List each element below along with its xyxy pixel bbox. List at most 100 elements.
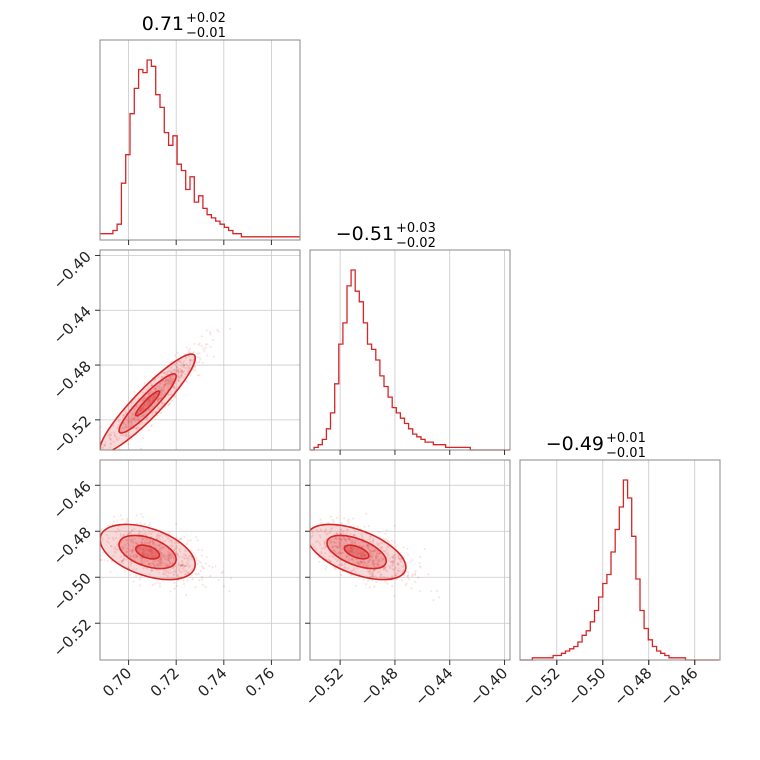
sample-point [154, 543, 157, 546]
sample-point [120, 434, 123, 437]
sample-point [163, 383, 166, 386]
sample-point [366, 544, 370, 547]
sample-point [133, 556, 136, 559]
sample-point [388, 541, 391, 544]
sample-point [198, 360, 201, 364]
sample-point [126, 542, 129, 545]
sample-point [317, 530, 320, 533]
y-tick-label: −0.48 [50, 357, 95, 402]
panel-title-minus-1: −0.02 [396, 236, 436, 251]
sample-point [177, 360, 180, 363]
sample-point [173, 386, 176, 389]
sample-point [371, 563, 374, 566]
sample-point [173, 573, 176, 576]
sample-point [170, 375, 173, 378]
sample-point [280, 525, 282, 527]
sample-point [131, 538, 134, 541]
sample-point [334, 537, 338, 540]
sample-point [129, 531, 132, 534]
sample-point [135, 418, 139, 422]
sample-point [198, 342, 201, 345]
sample-point [142, 549, 145, 553]
sample-point [372, 561, 375, 564]
sample-point [170, 544, 173, 547]
sample-point [366, 543, 369, 547]
sample-point [368, 560, 371, 564]
sample-point [373, 550, 376, 553]
sample-point [148, 573, 151, 576]
sample-point [166, 373, 169, 376]
sample-point [185, 346, 188, 349]
sample-point [304, 537, 306, 539]
sample-point [375, 552, 378, 555]
sample-point [201, 565, 204, 568]
sample-point [176, 553, 179, 557]
sample-point [345, 529, 348, 532]
sample-point [400, 565, 404, 568]
sample-point [155, 552, 158, 555]
sample-point [88, 455, 90, 457]
sample-point [375, 557, 378, 560]
sample-point [398, 557, 401, 560]
sample-point [200, 575, 203, 579]
sample-point [158, 396, 161, 399]
sample-point [181, 362, 184, 365]
sample-point [384, 532, 387, 536]
sample-point [186, 557, 189, 560]
sample-point [165, 562, 168, 566]
sample-point [209, 575, 212, 578]
sample-point [159, 534, 162, 537]
sample-point [352, 534, 355, 537]
sample-point [391, 556, 394, 559]
sample-point [183, 363, 186, 366]
sample-point [339, 545, 342, 548]
sample-point [177, 360, 180, 363]
sample-point [335, 532, 338, 536]
sample-point [143, 541, 146, 545]
sample-point [135, 427, 138, 430]
sample-point [196, 374, 199, 377]
sample-point [340, 539, 343, 542]
sample-point [407, 570, 410, 574]
sample-point [126, 539, 129, 542]
sample-point [180, 371, 183, 374]
sample-point [130, 402, 133, 405]
sample-point [180, 369, 183, 372]
sample-point [204, 562, 207, 565]
sample-point [128, 548, 131, 551]
x-tick-label: −0.46 [656, 664, 701, 709]
y-tick-label: −0.44 [50, 302, 95, 347]
sample-point [168, 572, 171, 575]
sample-point [160, 405, 163, 408]
panel-frame-2-1 [309, 459, 511, 661]
sample-point [122, 558, 126, 561]
sample-point [186, 557, 189, 560]
sample-point [181, 371, 185, 375]
sample-point [375, 580, 378, 584]
sample-point [172, 558, 175, 562]
sample-point [129, 555, 132, 558]
sample-point [419, 555, 422, 559]
sample-point [194, 586, 197, 589]
sample-point [187, 571, 190, 575]
sample-point [132, 548, 135, 551]
sample-point [198, 560, 201, 563]
sample-point [173, 587, 176, 590]
sample-point [113, 550, 116, 553]
sample-point [339, 543, 342, 546]
sample-point [151, 396, 154, 399]
sample-point [206, 343, 209, 346]
y-tick-label: −0.46 [50, 477, 95, 522]
sample-point [159, 557, 162, 561]
sample-point [392, 559, 395, 562]
sample-point [167, 557, 171, 560]
sample-point [371, 575, 374, 578]
sample-point [152, 396, 155, 399]
panel-title-plus-1: +0.03 [396, 221, 436, 236]
sample-point [383, 558, 386, 561]
sample-point [147, 563, 150, 566]
sample-point [107, 537, 110, 540]
sample-point [344, 539, 347, 542]
sample-point [156, 559, 160, 563]
sample-point [368, 535, 371, 538]
